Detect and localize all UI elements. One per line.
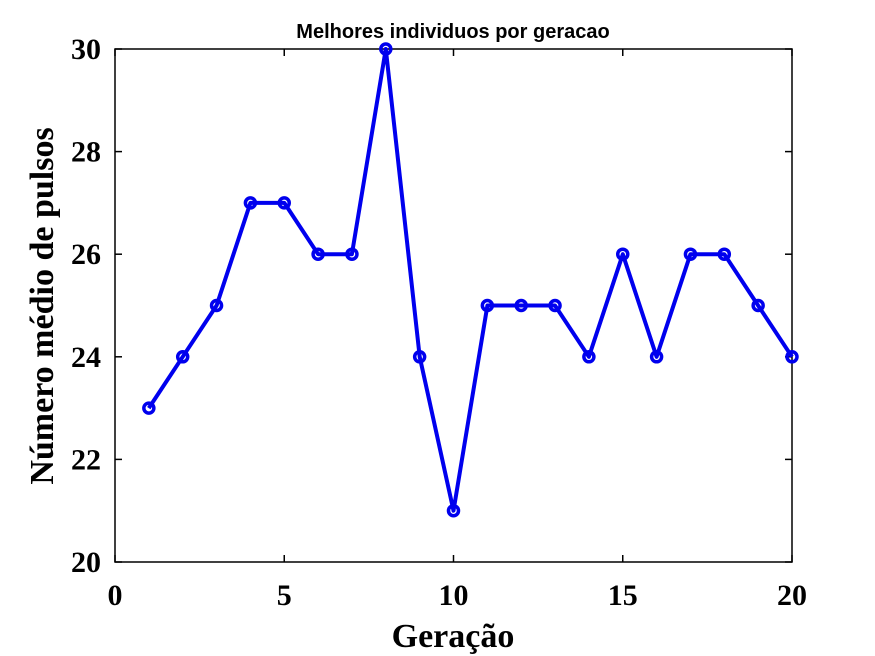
data-point (379, 42, 393, 56)
chart-title: Melhores individuos por geracao (296, 21, 609, 43)
data-point (514, 298, 528, 313)
series-line (147, 47, 794, 513)
axis-ticks (114, 48, 793, 563)
y-tick-label: 24 (71, 341, 101, 374)
data-point (480, 298, 495, 313)
x-tick-label: 0 (108, 579, 123, 612)
x-tick-label: 10 (439, 579, 469, 612)
data-point (616, 247, 630, 261)
x-tick-label: 15 (608, 579, 638, 612)
data-point (717, 247, 732, 261)
data-point (345, 247, 359, 261)
tick-labels: 0 5 10 15 20 20 22 24 26 28 30 (71, 33, 807, 612)
y-tick-label: 20 (71, 546, 101, 579)
data-point (548, 298, 562, 313)
y-tick-label: 30 (71, 33, 101, 66)
data-point (311, 247, 325, 261)
data-point (142, 401, 156, 415)
data-point (175, 350, 190, 364)
y-tick-label: 28 (71, 136, 101, 169)
data-point (649, 350, 664, 364)
data-point (785, 350, 799, 364)
data-point (243, 196, 258, 210)
x-tick-label: 20 (777, 579, 807, 612)
data-point (277, 196, 291, 210)
y-axis-label: Número médio de pulsos (24, 127, 61, 484)
data-point (209, 298, 224, 313)
data-point (446, 503, 461, 518)
x-tick-label: 5 (277, 579, 292, 612)
data-point (582, 350, 596, 364)
data-points (142, 42, 799, 518)
y-tick-label: 22 (71, 443, 101, 476)
data-point (683, 247, 698, 261)
data-point (412, 350, 427, 364)
y-tick-label: 26 (71, 238, 101, 271)
data-point (751, 298, 765, 313)
x-axis-label: Geração (392, 618, 515, 655)
